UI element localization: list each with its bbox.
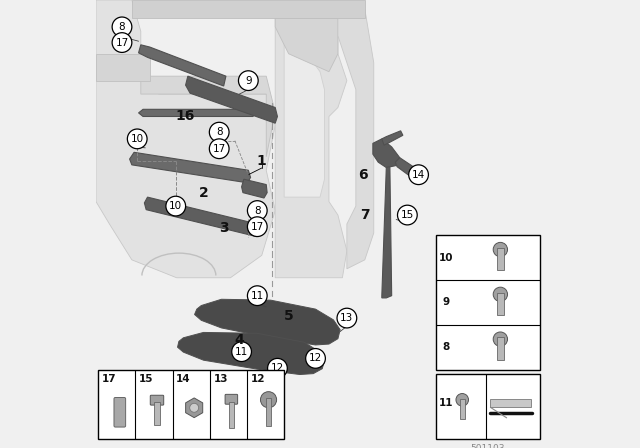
Text: 8: 8	[216, 127, 223, 137]
Polygon shape	[338, 9, 374, 269]
Text: 9: 9	[443, 297, 450, 307]
Circle shape	[306, 349, 325, 368]
FancyBboxPatch shape	[150, 395, 164, 405]
Text: 10: 10	[169, 201, 182, 211]
Circle shape	[239, 71, 258, 90]
Text: 17: 17	[212, 144, 226, 154]
Polygon shape	[141, 76, 275, 157]
Polygon shape	[177, 332, 324, 375]
Text: 17: 17	[251, 222, 264, 232]
FancyBboxPatch shape	[497, 337, 504, 360]
Text: 1: 1	[257, 154, 267, 168]
Polygon shape	[195, 299, 340, 345]
Circle shape	[493, 332, 508, 346]
FancyBboxPatch shape	[96, 0, 544, 448]
Text: 11: 11	[235, 347, 248, 357]
Circle shape	[456, 393, 468, 406]
Text: 8: 8	[254, 206, 260, 215]
Polygon shape	[382, 131, 403, 145]
Text: 13: 13	[213, 374, 228, 383]
Circle shape	[112, 17, 132, 37]
Polygon shape	[96, 54, 150, 81]
Text: 3: 3	[219, 221, 228, 236]
Text: 17: 17	[115, 38, 129, 47]
Circle shape	[397, 205, 417, 225]
FancyBboxPatch shape	[98, 370, 284, 439]
Polygon shape	[145, 197, 260, 237]
Text: 4: 4	[234, 333, 244, 348]
Text: 12: 12	[250, 374, 265, 383]
Text: 7: 7	[360, 208, 370, 222]
FancyBboxPatch shape	[228, 402, 234, 428]
Polygon shape	[138, 109, 257, 116]
Text: 15: 15	[401, 210, 414, 220]
Circle shape	[209, 122, 229, 142]
FancyBboxPatch shape	[436, 374, 540, 439]
Circle shape	[409, 165, 428, 185]
Polygon shape	[96, 0, 275, 278]
Circle shape	[493, 242, 508, 257]
Polygon shape	[186, 76, 277, 123]
Circle shape	[166, 196, 186, 216]
Text: 13: 13	[340, 313, 353, 323]
FancyBboxPatch shape	[460, 399, 465, 418]
Circle shape	[493, 287, 508, 302]
Text: 2: 2	[198, 185, 209, 200]
Polygon shape	[373, 139, 400, 168]
FancyBboxPatch shape	[225, 394, 237, 404]
Text: 15: 15	[139, 374, 154, 383]
Text: 8: 8	[118, 22, 125, 32]
Text: 16: 16	[176, 109, 195, 124]
Circle shape	[127, 129, 147, 149]
Polygon shape	[284, 22, 324, 197]
Polygon shape	[132, 0, 365, 18]
Circle shape	[248, 201, 267, 220]
Text: 17: 17	[102, 374, 116, 383]
Circle shape	[112, 33, 132, 52]
Text: 10: 10	[439, 253, 454, 263]
Text: 14: 14	[412, 170, 425, 180]
Text: 11: 11	[251, 291, 264, 301]
Text: 10: 10	[131, 134, 144, 144]
Polygon shape	[396, 158, 419, 179]
Text: 9: 9	[245, 76, 252, 86]
Circle shape	[260, 392, 276, 408]
FancyBboxPatch shape	[266, 398, 271, 426]
Polygon shape	[382, 167, 392, 298]
FancyBboxPatch shape	[490, 399, 531, 407]
Text: 8: 8	[443, 342, 450, 352]
Polygon shape	[129, 152, 250, 183]
Circle shape	[268, 358, 287, 378]
Text: 5: 5	[284, 309, 294, 323]
Text: 14: 14	[176, 374, 191, 383]
Circle shape	[248, 286, 267, 306]
Polygon shape	[138, 45, 226, 86]
FancyBboxPatch shape	[436, 235, 540, 370]
Text: 6: 6	[358, 168, 367, 182]
Polygon shape	[275, 18, 338, 72]
FancyBboxPatch shape	[114, 397, 125, 427]
Circle shape	[337, 308, 356, 328]
Circle shape	[232, 342, 252, 362]
Circle shape	[248, 217, 267, 237]
Text: 11: 11	[439, 398, 454, 408]
Text: 12: 12	[271, 363, 284, 373]
Text: 501103: 501103	[471, 444, 505, 448]
Text: 12: 12	[309, 353, 322, 363]
FancyBboxPatch shape	[497, 293, 504, 315]
FancyBboxPatch shape	[497, 248, 504, 270]
Circle shape	[209, 139, 229, 159]
Polygon shape	[275, 9, 347, 278]
FancyBboxPatch shape	[154, 402, 159, 425]
Polygon shape	[241, 179, 267, 198]
Circle shape	[189, 403, 198, 412]
